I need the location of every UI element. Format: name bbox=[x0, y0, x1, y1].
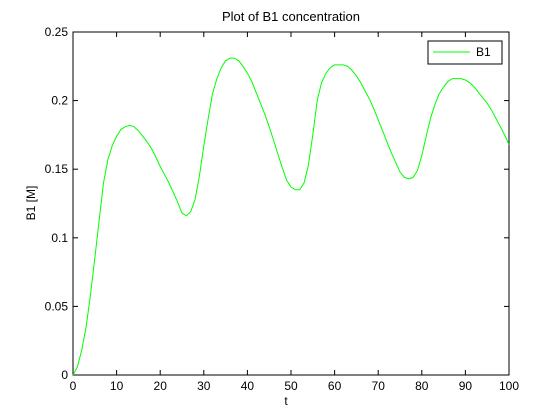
legend-label-b1: B1 bbox=[476, 45, 491, 59]
x-tick-label: 70 bbox=[372, 379, 386, 393]
plot-area bbox=[72, 31, 510, 376]
x-axis-ticks: 0 10 20 30 40 50 60 70 80 90 100 bbox=[70, 32, 519, 393]
series-layer bbox=[72, 57, 510, 376]
x-tick-label: 50 bbox=[284, 379, 298, 393]
series-line-b1 bbox=[72, 57, 510, 376]
y-tick-label: 0.1 bbox=[51, 231, 68, 245]
x-tick-label: 30 bbox=[197, 379, 211, 393]
y-tick-label: 0.2 bbox=[51, 94, 68, 108]
y-tick-label: 0.15 bbox=[45, 162, 69, 176]
x-tick-label: 100 bbox=[499, 379, 519, 393]
legend[interactable]: B1 bbox=[427, 40, 503, 65]
y-tick-label: 0 bbox=[61, 368, 68, 382]
x-tick-label: 0 bbox=[70, 379, 77, 393]
x-tick-label: 40 bbox=[241, 379, 255, 393]
chart-title: Plot of B1 concentration bbox=[222, 9, 360, 24]
x-tick-label: 10 bbox=[110, 379, 124, 393]
y-tick-label: 0.25 bbox=[45, 25, 69, 39]
x-tick-label: 20 bbox=[154, 379, 168, 393]
x-axis-label: t bbox=[284, 394, 288, 408]
y-tick-label: 0.05 bbox=[45, 299, 69, 313]
y-axis-label: B1 [M] bbox=[24, 186, 38, 221]
x-tick-label: 80 bbox=[415, 379, 429, 393]
x-tick-label: 60 bbox=[328, 379, 342, 393]
y-axis-ticks: 0 0.05 0.1 0.15 0.2 0.25 bbox=[45, 25, 509, 382]
x-tick-label: 90 bbox=[459, 379, 473, 393]
